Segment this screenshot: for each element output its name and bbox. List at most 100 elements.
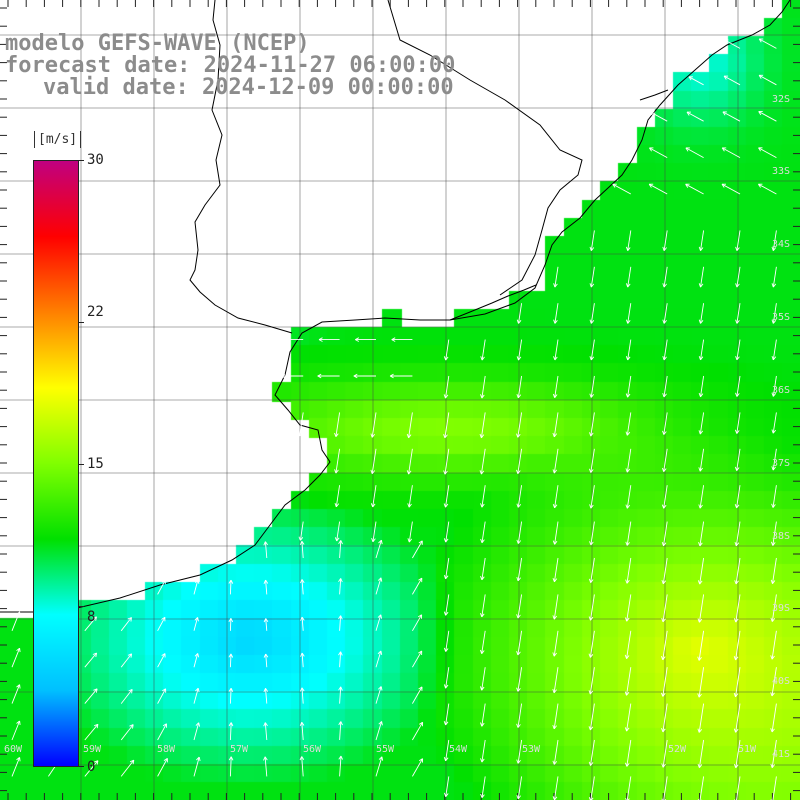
wind-arrow — [698, 521, 705, 547]
colorbar-tick-label: 30 — [87, 152, 104, 168]
wind-arrow — [697, 630, 705, 661]
wind-arrow — [480, 521, 486, 544]
wind-arrow — [733, 667, 741, 698]
wind-arrow — [589, 412, 595, 437]
wind-arrow — [588, 448, 595, 473]
wind-arrow — [338, 615, 343, 631]
latitude-label: 35S — [772, 312, 791, 323]
wind-arrow — [552, 448, 559, 474]
wind-arrow — [263, 722, 268, 741]
wind-arrow — [479, 703, 486, 727]
colorbar-units: [m/s] — [34, 131, 82, 148]
wind-arrow — [758, 38, 777, 49]
wind-arrow — [338, 755, 344, 777]
wind-arrow — [698, 448, 705, 472]
colorbar-tick-label: 8 — [87, 609, 96, 625]
wind-arrow — [157, 653, 166, 668]
wind-arrow — [661, 521, 668, 547]
wind-arrow — [588, 776, 595, 800]
wind-arrow — [589, 339, 595, 361]
wind-arrow — [334, 412, 341, 437]
wind-arrow — [735, 266, 741, 288]
wind-arrow — [552, 485, 559, 509]
wind-arrow — [771, 448, 777, 471]
longitude-label: 54W — [449, 744, 468, 755]
wind-arrow — [770, 703, 777, 733]
wind-arrow — [300, 652, 305, 668]
colorbar-tick-mark — [79, 322, 84, 323]
wind-arrow — [552, 630, 559, 657]
wind-arrow — [589, 521, 595, 546]
wind-arrow — [770, 630, 777, 660]
wind-arrow — [735, 230, 741, 251]
wind-arrow — [770, 739, 777, 768]
wind-arrow — [771, 485, 777, 508]
wind-arrow — [338, 721, 343, 741]
wind-arrow — [480, 485, 486, 508]
wind-arrow — [412, 650, 423, 668]
wind-arrow — [724, 39, 741, 49]
wind-arrow — [624, 667, 632, 696]
wind-arrow — [734, 557, 741, 585]
wind-arrow — [406, 448, 413, 475]
wind-arrow — [375, 721, 383, 741]
wind-arrow — [407, 521, 413, 543]
wind-arrow — [552, 375, 559, 398]
wind-arrow — [625, 412, 632, 436]
wind-arrow — [771, 266, 777, 288]
wind-arrow — [661, 485, 668, 509]
wind-arrow — [193, 687, 200, 704]
wind-arrow — [624, 703, 632, 732]
wind-arrow — [685, 183, 704, 195]
wind-arrow — [516, 521, 523, 544]
colorbar-tick-label: 15 — [87, 456, 104, 472]
wind-arrow — [228, 653, 234, 668]
wind-arrow — [263, 653, 269, 668]
wind-arrow — [338, 578, 343, 595]
longitude-label: 58W — [157, 744, 176, 755]
wind-arrow — [588, 667, 595, 695]
colorbar-tick-label: 22 — [87, 304, 104, 320]
wind-arrow — [589, 303, 595, 324]
wind-arrow — [338, 540, 343, 559]
wind-arrow — [299, 721, 305, 741]
wind-arrow — [389, 373, 413, 379]
wind-arrow — [84, 652, 98, 668]
wind-arrow — [375, 614, 383, 631]
wind-arrow — [516, 448, 523, 474]
longitude-label: 56W — [303, 744, 322, 755]
latitude-label: 38S — [772, 531, 791, 542]
wind-arrow — [282, 337, 304, 342]
wind-arrow — [516, 375, 523, 399]
wind-arrow — [355, 337, 376, 342]
wind-arrow — [735, 303, 741, 324]
wind-arrow — [120, 617, 132, 632]
wind-arrow — [516, 412, 523, 438]
wind-arrow — [157, 723, 167, 741]
wind-arrow — [443, 485, 450, 508]
wind-arrow — [771, 412, 777, 434]
wind-arrow — [771, 303, 777, 324]
wind-arrow — [625, 339, 632, 361]
wind-arrow — [697, 594, 705, 623]
wind-arrow — [120, 724, 134, 741]
wind-arrow — [552, 557, 559, 583]
wind-arrow — [734, 412, 741, 434]
wind-arrow — [412, 577, 423, 595]
wind-arrow — [552, 703, 559, 730]
latitude-label: 34S — [772, 239, 791, 250]
wind-arrow — [552, 412, 559, 438]
wind-arrow — [84, 723, 99, 741]
wind-arrow — [612, 183, 632, 195]
valid-date: valid date: 2024-12-09 00:00:00 — [43, 75, 454, 100]
wind-arrow — [228, 579, 234, 595]
wind-arrow — [697, 776, 705, 800]
longitude-label: 51W — [738, 744, 757, 755]
colorbar — [33, 160, 79, 767]
wind-arrow — [625, 557, 632, 584]
wind-arrow — [120, 688, 133, 704]
wind-arrow — [297, 412, 304, 437]
wind-arrow — [624, 630, 632, 659]
